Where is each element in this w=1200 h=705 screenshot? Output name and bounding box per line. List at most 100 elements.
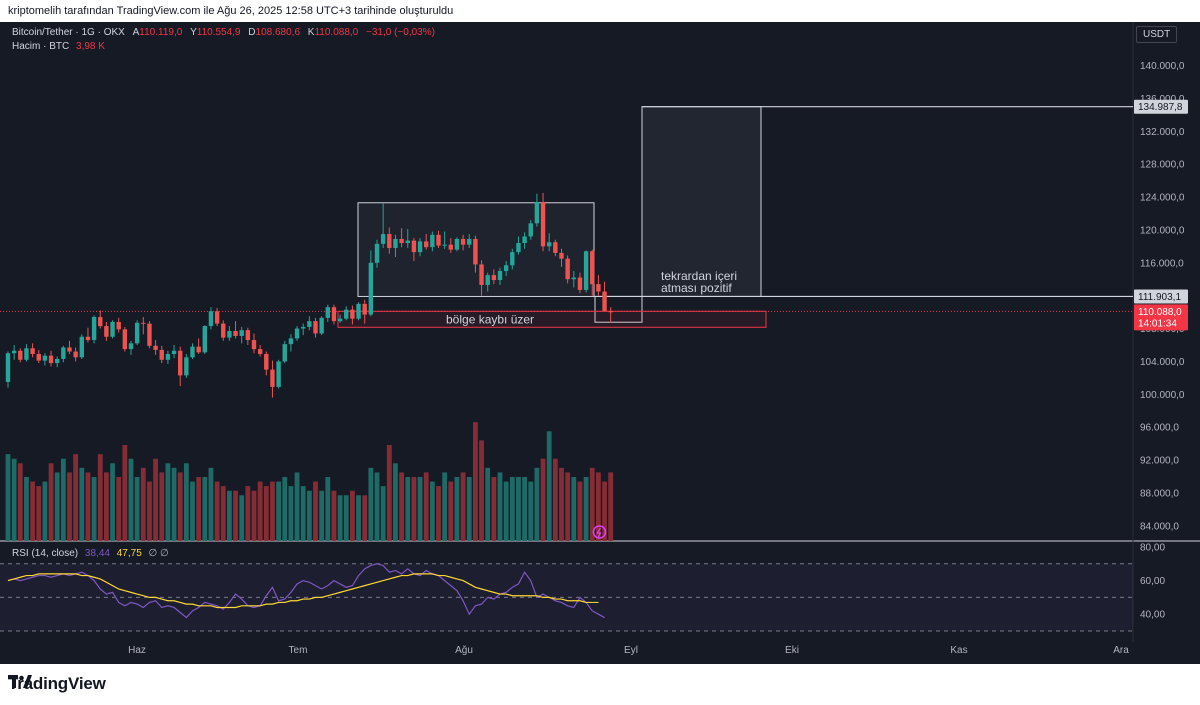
candle-body [55,358,60,364]
tradingview-logo[interactable]: TradingView [8,674,106,694]
candle-body [73,351,78,358]
price-tick-label: 120.000,0 [1140,225,1185,236]
candle-body [30,348,35,355]
volume-bar [534,467,540,541]
volume-bar [214,481,220,541]
candle-body [48,355,54,364]
volume-bar [42,481,48,541]
candle-body [344,309,349,319]
volume-bar [270,481,275,541]
volume-bar [319,490,325,541]
volume-bar [91,477,97,541]
candle-body [288,338,294,345]
candle-body [202,326,207,353]
candle-body [91,317,97,341]
rsi-ma-line [7,573,599,609]
chart-area[interactable]: tekrardan içeri atması pozitif bölge kaybı… [0,22,1200,664]
candle-body [153,345,158,350]
candle-body [424,241,429,248]
change-value: −31,0 (−0,03%) [366,27,435,38]
volume-bar [171,467,177,541]
volume-bar [473,422,478,541]
volume-bar [276,481,281,541]
candle-body [178,350,183,376]
volume-bar [546,431,552,541]
price-tick-label: 132.000,0 [1140,127,1185,138]
time-tick-label: Kas [950,645,967,656]
volume-bar [540,458,546,541]
attribution-bar: kriptomelih tarafından TradingView.com i… [0,0,1200,22]
candle-body [98,317,103,327]
volume-bar [405,477,411,541]
time-tick-label: Tem [289,645,308,656]
rsi-legend: RSI (14, close) 38,44 47,75 ∅ ∅ [12,548,169,559]
price-tick-label: 116.000,0 [1140,258,1184,269]
volume-bar [337,495,343,541]
candle-body [36,354,41,361]
candle-body [196,346,201,353]
candle-body [239,330,244,336]
candle-body [497,271,503,281]
volume-bar [374,472,380,541]
rsi-extra: ∅ ∅ [148,548,169,559]
zone-label: bölge kaybı üzer [446,312,534,326]
volume-label: Hacim · BTC [12,41,70,52]
volume-bar [466,477,472,541]
candle-body [442,244,447,246]
price-tick-label: 136.000,0 [1140,94,1185,105]
symbol-label: Bitcoin/Tether · 1G · OKX [12,27,125,38]
volume-bar [454,477,460,541]
close-label: K [307,27,315,38]
volume-bar [17,463,23,541]
candle-body [128,343,134,350]
time-tick-label: Eki [785,645,799,656]
volume-bar [356,495,361,541]
volume-bar [522,477,527,541]
candle-body [565,258,570,280]
volume-bar [196,477,202,541]
candle-body [85,336,91,341]
candle-body [528,223,533,237]
candle-body [485,275,490,285]
volume-bar [288,486,294,541]
candle-body [190,346,195,358]
candle-body [171,350,177,355]
candle-body [590,251,595,285]
volume-bar [208,467,214,541]
close-value: 110.088,0 [314,27,359,38]
volume-bar [104,472,109,541]
candle-body [405,240,410,244]
rsi-label: RSI (14, close) [12,548,79,559]
candle-body [479,264,484,285]
volume-bar [116,477,122,541]
volume-bar [282,477,288,541]
tradingview-logo-icon [8,675,32,688]
volume-bar [245,486,251,541]
candle-body [147,323,152,346]
currency-button[interactable]: USDT [1136,26,1178,43]
volume-bar [159,472,165,541]
candle-body [460,238,466,245]
candle-body [350,309,355,319]
candle-body [411,240,417,253]
volume-bar [399,472,404,541]
candle-body [251,340,257,350]
candle-body [553,242,558,253]
candle-body [79,336,84,358]
range-level-tag-bg [1134,289,1188,304]
volume-bar [608,472,614,541]
candle-body [159,349,164,360]
range-level-tag: 111.903,1 [1138,292,1181,303]
volume-bar [577,481,583,541]
candle-body [264,354,269,370]
volume-bar [239,495,245,541]
candle-body [11,350,17,354]
open-value: 110.119,0 [139,27,183,38]
volume-bar [559,467,564,541]
volume-bar [313,481,318,541]
candle-body [227,331,232,338]
volume-bar [11,458,17,541]
volume-bar [30,481,35,541]
volume-legend: Hacim · BTC 3,98 K [12,41,105,52]
